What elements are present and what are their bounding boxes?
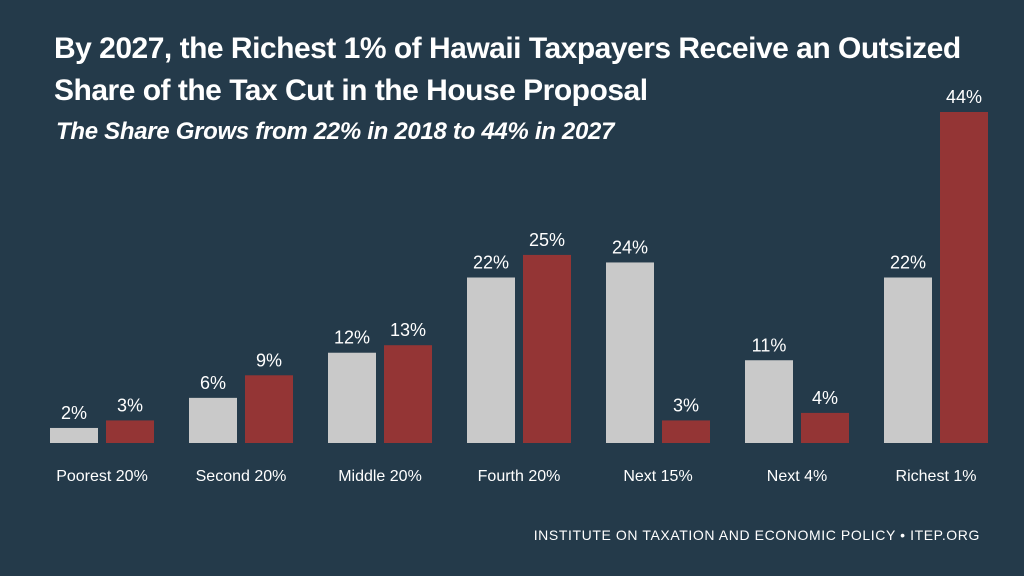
bar-series-1-3 [467, 277, 515, 443]
bar-series-1-6 [884, 277, 932, 443]
bar-series-2-5 [801, 412, 849, 443]
data-label-series-2-0: 3% [117, 395, 143, 415]
category-label-6: Richest 1% [896, 468, 977, 485]
category-label-0: Poorest 20% [56, 468, 148, 485]
bar-series-1-2 [328, 352, 376, 443]
bar-series-2-3 [523, 254, 571, 443]
bar-series-1-0 [50, 427, 98, 443]
data-label-series-1-2: 12% [334, 328, 370, 348]
data-label-series-2-5: 4% [812, 388, 838, 408]
category-label-5: Next 4% [767, 468, 827, 485]
data-label-series-1-3: 22% [473, 253, 509, 273]
bar-series-1-1 [189, 397, 237, 443]
data-label-series-2-3: 25% [529, 230, 565, 250]
bar-series-1-5 [745, 360, 793, 443]
data-label-series-1-0: 2% [61, 403, 87, 423]
source-footer: INSTITUTE ON TAXATION AND ECONOMIC POLIC… [533, 527, 980, 543]
data-label-series-1-4: 24% [612, 237, 648, 257]
bar-series-2-1 [245, 375, 293, 443]
bar-series-1-4 [606, 262, 654, 443]
category-label-4: Next 15% [623, 468, 692, 485]
bar-series-2-0 [106, 420, 154, 443]
category-label-3: Fourth 20% [478, 468, 561, 485]
data-label-series-2-2: 13% [390, 320, 426, 340]
data-label-series-1-6: 22% [890, 253, 926, 273]
bar-series-2-6 [940, 112, 988, 443]
data-label-series-2-1: 9% [256, 350, 282, 370]
chart-subtitle: The Share Grows from 22% in 2018 to 44% … [56, 118, 615, 145]
chart-title: By 2027, the Richest 1% of Hawaii Taxpay… [54, 32, 961, 107]
category-label-1: Second 20% [196, 468, 287, 485]
data-label-series-2-6: 44% [946, 87, 982, 107]
data-label-series-2-4: 3% [673, 395, 699, 415]
bar-series-2-4 [662, 420, 710, 443]
bar-series-2-2 [384, 345, 432, 443]
data-label-series-1-1: 6% [200, 373, 226, 393]
category-label-2: Middle 20% [338, 468, 422, 485]
data-label-series-1-5: 11% [752, 335, 787, 355]
